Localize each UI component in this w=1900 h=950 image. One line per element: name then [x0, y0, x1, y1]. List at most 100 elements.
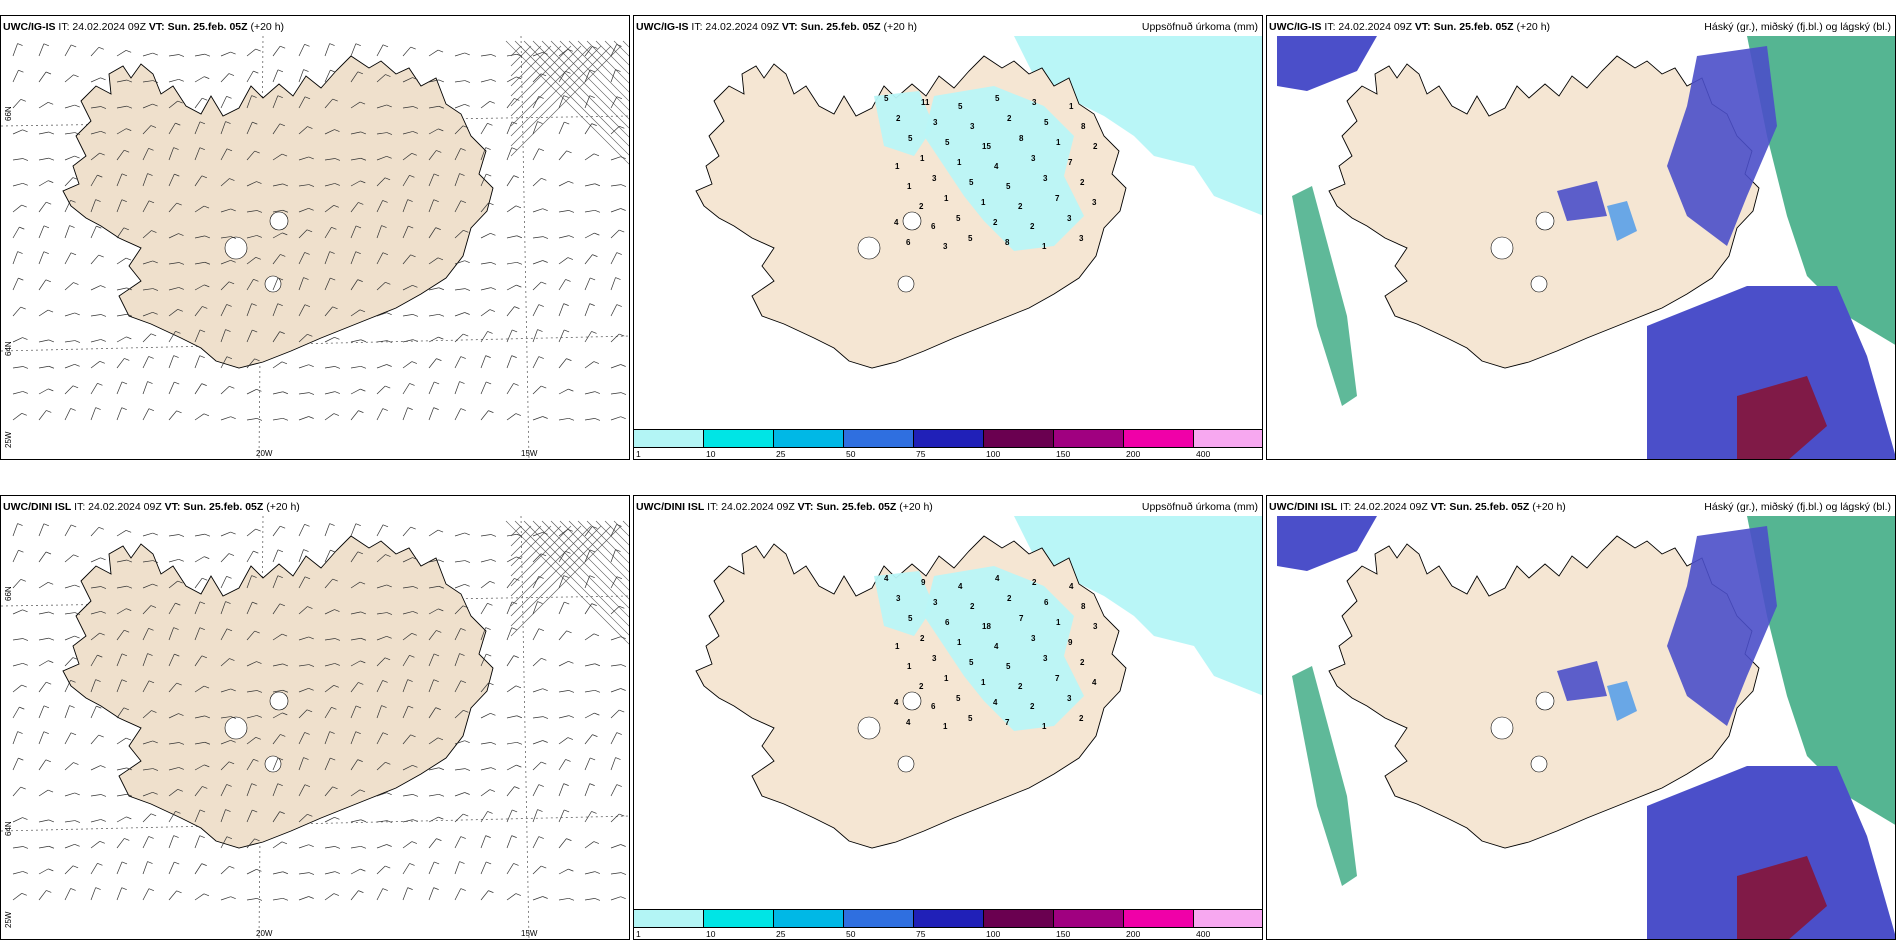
glacier [1490, 236, 1514, 260]
precip-value: 4 [994, 162, 999, 171]
latitude-line [1, 335, 629, 352]
longitude-line [520, 35, 530, 459]
wind-map: 66N 64N 25W 20W 15W [1, 515, 629, 939]
precip-value: 1 [957, 638, 962, 647]
precip-value: 2 [1030, 222, 1035, 231]
precip-value: 3 [1067, 214, 1072, 223]
panel-ig-wind: UWC/IG-IS IT: 24.02.2024 09Z VT: Sun. 25… [0, 15, 630, 460]
precip-value: 2 [1018, 202, 1023, 211]
precip-value: 6 [906, 238, 911, 247]
colorbar-label: 1 [636, 449, 641, 459]
precip-area [1014, 36, 1262, 216]
precip-value: 3 [932, 174, 937, 183]
precip-value: 2 [1080, 178, 1085, 187]
colorbar-swatch [774, 910, 844, 927]
glacier [269, 211, 289, 231]
glacier [902, 211, 922, 231]
precip-area [924, 86, 1084, 251]
longitude-line [520, 515, 530, 939]
precip-colorbar: 1 10 25 50 75 100 150 200 400 [634, 909, 1262, 939]
colorbar-swatch [914, 430, 984, 447]
mid-cloud [1277, 36, 1377, 91]
precip-value: 8 [1019, 134, 1024, 143]
deep-cloud [1737, 856, 1827, 939]
precip-value: 2 [1007, 114, 1012, 123]
mid-cloud [1557, 661, 1607, 701]
precip-value: 3 [970, 122, 975, 131]
cloud-map [1277, 36, 1895, 459]
wind-barbs [12, 523, 627, 901]
precip-value: 15 [982, 142, 991, 151]
precip-value: 7 [1055, 194, 1060, 203]
colorbar-swatch [704, 910, 774, 927]
precip-value: 2 [919, 682, 924, 691]
glacier [1490, 716, 1514, 740]
precip-value: 1 [944, 194, 949, 203]
precip-value: 3 [933, 598, 938, 607]
precip-value: 2 [1007, 594, 1012, 603]
glacier [269, 691, 289, 711]
glacier [857, 236, 881, 260]
colorbar-cells [634, 429, 1262, 448]
colorbar-swatch [704, 430, 774, 447]
precip-area [1014, 516, 1262, 696]
grid-label: 66N [4, 586, 13, 601]
colorbar-swatch [844, 910, 914, 927]
precip-value: 4 [894, 218, 899, 227]
precip-value: 18 [982, 622, 991, 631]
glacier [1530, 755, 1548, 773]
panel-title: Uppsöfnuð úrkoma (mm) [1141, 501, 1258, 513]
precip-value: 7 [1068, 158, 1073, 167]
glacier [1535, 211, 1555, 231]
high-cloud [1747, 36, 1895, 345]
precip-value: 6 [931, 222, 936, 231]
precip-area [874, 571, 934, 636]
colorbar-swatch [634, 910, 704, 927]
precip-value: 2 [920, 634, 925, 643]
precip-value: 3 [1092, 198, 1097, 207]
colorbar-swatch [984, 910, 1054, 927]
precip-value: 6 [1044, 598, 1049, 607]
precip-value: 3 [1079, 234, 1084, 243]
colorbar-label: 50 [846, 449, 856, 459]
panel-title: Háský (gr.), miðský (fj.bl.) og lágský (… [1704, 21, 1891, 33]
precip-value: 1 [1056, 618, 1061, 627]
mid-cloud [1647, 766, 1895, 939]
precip-value: 4 [884, 574, 889, 583]
colorbar-label: 10 [706, 929, 716, 939]
colorbar-label: 75 [916, 449, 926, 459]
grid-label: 64N [4, 821, 13, 836]
low-cloud [1607, 681, 1637, 721]
precip-value: 8 [1005, 238, 1010, 247]
grid-label: 15W [521, 929, 538, 938]
precip-value: 5 [945, 138, 950, 147]
precip-value: 4 [958, 582, 963, 591]
panel-ig-cloud: UWC/IG-IS IT: 24.02.2024 09Z VT: Sun. 25… [1266, 15, 1896, 460]
precip-value: 5 [995, 94, 1000, 103]
precip-value: 5 [969, 178, 974, 187]
high-cloud [1747, 516, 1895, 825]
colorbar-label: 200 [1126, 449, 1141, 459]
colorbar-label: 150 [1056, 929, 1071, 939]
grid-label: 20W [256, 929, 273, 938]
precip-value: 4 [994, 642, 999, 651]
panel-header: UWC/DINI ISL IT: 24.02.2024 09Z VT: Sun.… [1269, 501, 1566, 513]
panel-header: UWC/IG-IS IT: 24.02.2024 09Z VT: Sun. 25… [3, 21, 285, 33]
precip-value: 5 [956, 694, 961, 703]
precip-value: 2 [970, 602, 975, 611]
precip-value: 1 [895, 162, 900, 171]
colorbar-swatch [1054, 910, 1124, 927]
panel-header: UWC/IG-IS IT: 24.02.2024 09Z VT: Sun. 25… [636, 21, 918, 33]
glacier [897, 275, 915, 293]
colorbar-swatch [1194, 430, 1262, 447]
colorbar-swatch [1124, 910, 1194, 927]
panel-header: UWC/IG-IS IT: 24.02.2024 09Z VT: Sun. 25… [1269, 21, 1551, 33]
precip-value: 4 [995, 574, 1000, 583]
colorbar-label: 150 [1056, 449, 1071, 459]
precip-value: 1 [895, 642, 900, 651]
icing-hatch [505, 40, 629, 165]
colorbar-label: 200 [1126, 929, 1141, 939]
colorbar-label: 75 [916, 929, 926, 939]
colorbar-label: 1 [636, 929, 641, 939]
colorbar-label: 100 [986, 929, 1001, 939]
